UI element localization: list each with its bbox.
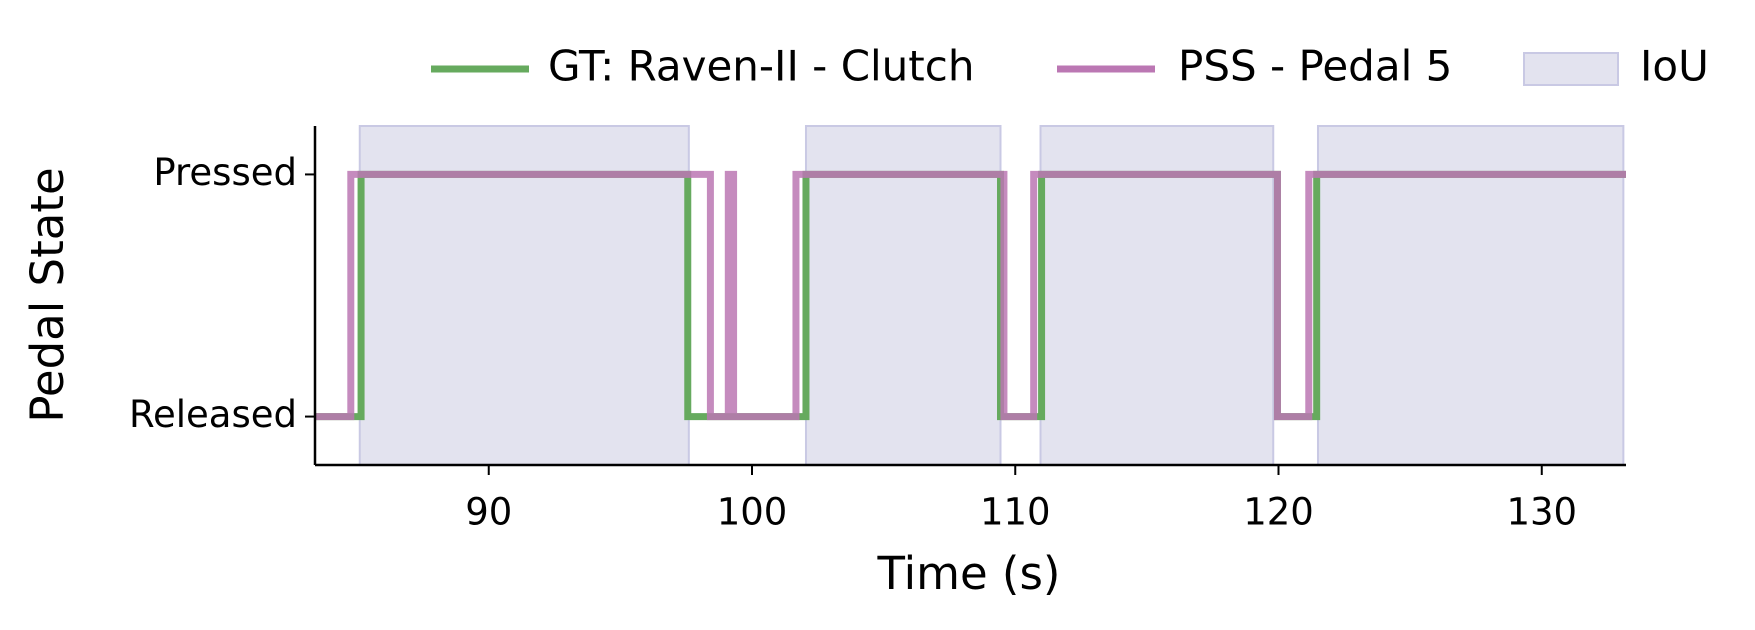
- x-tick-label: 90: [465, 491, 512, 534]
- iou-span: [358, 125, 690, 466]
- series-line: [315, 170, 1626, 421]
- iou-span: [1039, 125, 1275, 466]
- legend-swatch: [1523, 52, 1619, 86]
- x-tick-label: 130: [1506, 491, 1577, 534]
- y-axis-label: Pedal State: [21, 167, 74, 422]
- y-tick-label: Released: [129, 393, 297, 436]
- iou-span: [1316, 125, 1625, 466]
- legend-label: GT: Raven-II - Clutch: [548, 42, 974, 91]
- x-axis-label: Time (s): [877, 547, 1061, 600]
- legend-label: PSS - Pedal 5: [1178, 42, 1452, 91]
- x-tick-label: 100: [717, 491, 788, 534]
- iou-span: [804, 125, 1002, 466]
- y-tick-label: Pressed: [153, 151, 297, 194]
- x-tick-label: 120: [1243, 491, 1314, 534]
- x-tick-label: 110: [980, 491, 1051, 534]
- legend-label: IoU: [1640, 42, 1709, 91]
